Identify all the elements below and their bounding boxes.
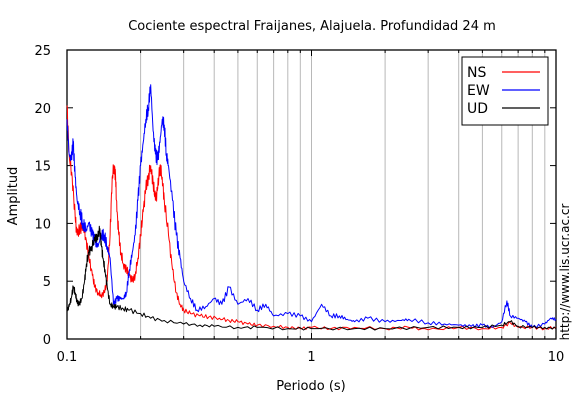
y-axis-label: Amplitud bbox=[6, 167, 21, 226]
series-line-ns bbox=[66, 105, 557, 331]
y-tick-label: 25 bbox=[34, 44, 51, 59]
y-tick-label: 10 bbox=[34, 217, 51, 232]
axis-ticks bbox=[66, 49, 557, 340]
axis-tick-labels: 0.1 1 10 0 5 10 15 20 25 bbox=[34, 44, 564, 365]
legend-label-ud: UD bbox=[467, 101, 488, 117]
series-lines bbox=[66, 84, 557, 331]
chart-title: Cociente espectral Fraijanes, Alajuela. … bbox=[128, 19, 496, 34]
y-tick-label: 15 bbox=[34, 160, 51, 175]
x-tick-label: 10 bbox=[548, 350, 565, 365]
series-line-ew bbox=[66, 84, 557, 329]
y-tick-label: 0 bbox=[43, 333, 51, 348]
x-tick-label: 0.1 bbox=[57, 350, 78, 365]
legend-box bbox=[461, 56, 549, 126]
y-tick-label: 5 bbox=[43, 275, 51, 290]
legend-label-ns: NS bbox=[467, 65, 486, 81]
legend-label-ew: EW bbox=[467, 83, 490, 99]
source-credit: http://www.lis.ucr.ac.cr bbox=[558, 204, 572, 341]
x-tick-label: 1 bbox=[307, 350, 315, 365]
x-axis-label: Periodo (s) bbox=[276, 379, 346, 394]
series-line-ud bbox=[66, 225, 557, 331]
chart-grid bbox=[66, 50, 546, 339]
y-tick-label: 20 bbox=[34, 102, 51, 117]
chart-legend: NS EW UD bbox=[461, 56, 549, 126]
